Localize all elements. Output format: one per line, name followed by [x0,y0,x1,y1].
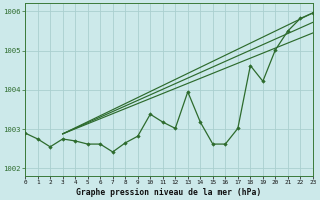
X-axis label: Graphe pression niveau de la mer (hPa): Graphe pression niveau de la mer (hPa) [76,188,262,197]
